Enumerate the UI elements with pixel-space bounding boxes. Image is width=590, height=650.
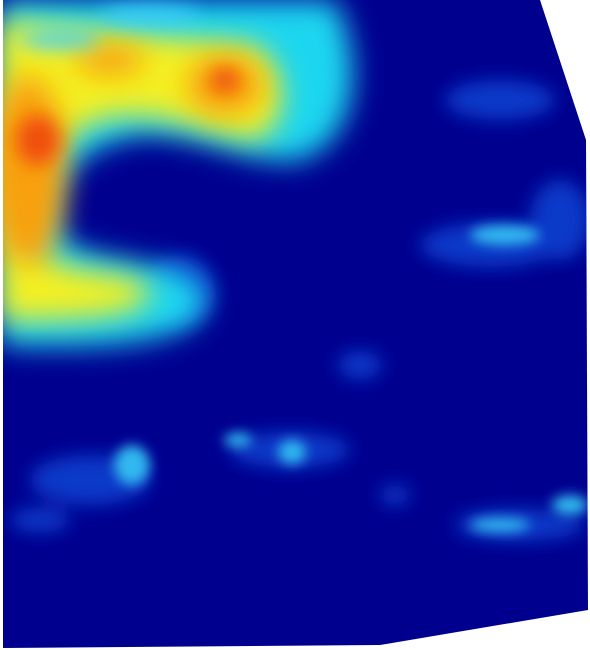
mid-patches [114,225,588,532]
top-streaks [20,5,200,50]
red-core [16,68,239,165]
